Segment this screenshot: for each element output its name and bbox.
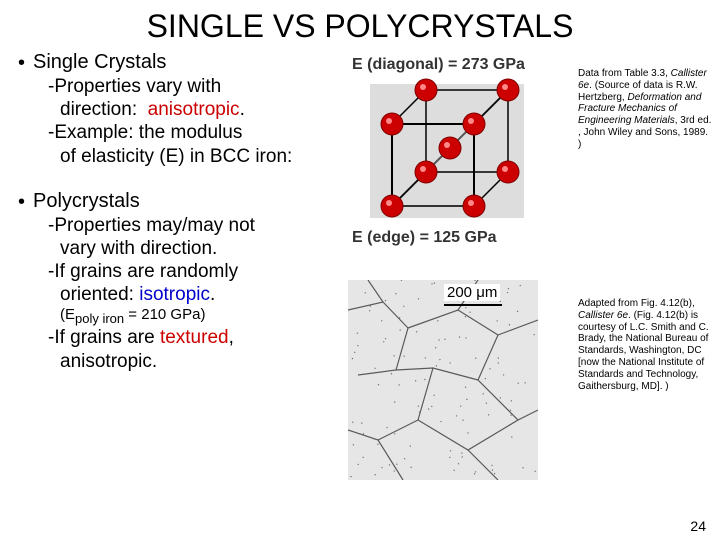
epoly-open: (E bbox=[60, 306, 75, 323]
slide-title: SINGLE VS POLYCRYSTALS bbox=[0, 0, 720, 51]
bcc-cube-diagram bbox=[352, 76, 542, 226]
cite1-l1: Data from Table 3.3, bbox=[578, 68, 668, 79]
anisotropic-word: anisotropic bbox=[148, 99, 240, 120]
epoly-sub: poly iron bbox=[75, 311, 124, 326]
textured-prefix: -If grains are bbox=[48, 327, 155, 348]
citation-1: Data from Table 3.3, Callister 6e. (Sour… bbox=[578, 68, 714, 151]
period2: . bbox=[210, 284, 215, 305]
bullet-icon: • bbox=[18, 51, 25, 75]
scale-label: 200 μm bbox=[444, 284, 500, 301]
isotropic-word: isotropic bbox=[139, 284, 210, 305]
cube-figure: E (diagonal) = 273 GPa bbox=[352, 56, 572, 226]
period1: . bbox=[240, 99, 245, 120]
epoly-rest: = 210 GPa) bbox=[124, 306, 205, 323]
cite2-rest: . (Fig. 4.12(b) is courtesy of L.C. Smit… bbox=[578, 310, 709, 392]
e-diagonal-label: E (diagonal) = 273 GPa bbox=[352, 56, 572, 74]
page-number: 24 bbox=[690, 518, 706, 534]
grain-figure: 200 μm bbox=[348, 280, 538, 480]
textured-word: textured bbox=[160, 327, 229, 348]
section1-direction-label: direction: bbox=[60, 99, 137, 120]
e-edge-label: E (edge) = 125 GPa bbox=[352, 229, 497, 247]
cite1-l2b: . bbox=[589, 80, 592, 91]
section2-header: Polycrystals bbox=[33, 190, 140, 213]
grain-micrograph bbox=[348, 280, 538, 480]
citation-2: Adapted from Fig. 4.12(b), Callister 6e.… bbox=[578, 298, 714, 392]
cite2-l1: Adapted from Fig. 4.12(b), bbox=[578, 298, 695, 309]
section1-header: Single Crystals bbox=[33, 51, 166, 74]
oriented-label: oriented: bbox=[60, 284, 134, 305]
bullet-icon: • bbox=[18, 190, 25, 214]
scale-bar bbox=[444, 304, 502, 306]
cite2-callister: Callister 6e bbox=[578, 310, 628, 321]
textured-comma: , bbox=[229, 327, 234, 348]
